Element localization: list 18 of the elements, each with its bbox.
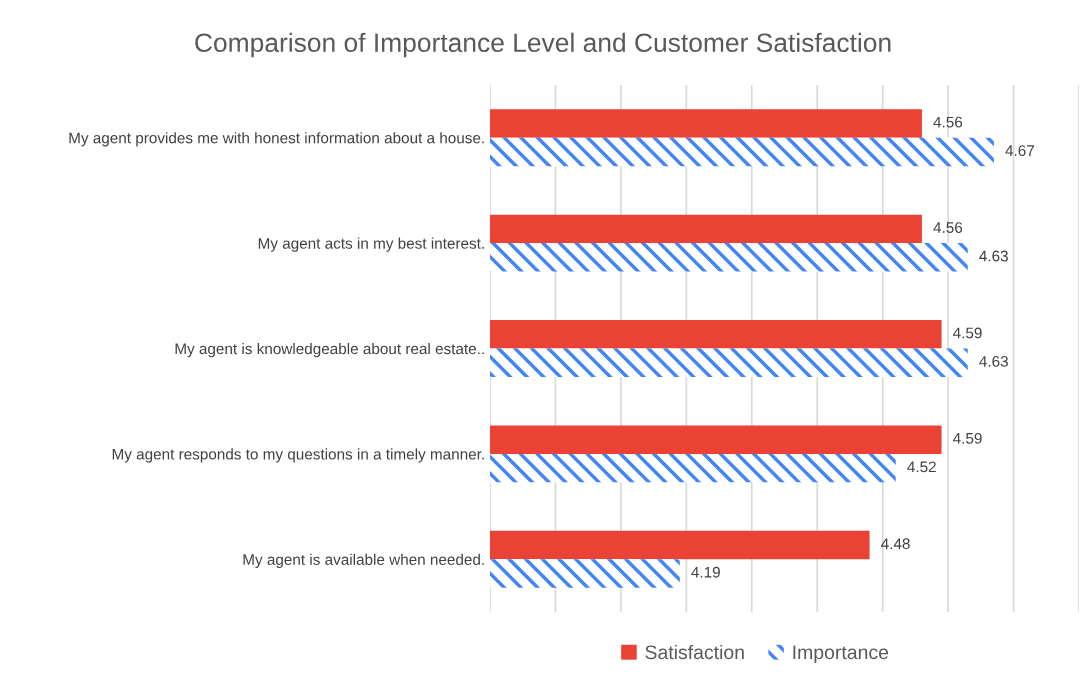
legend-label: Satisfaction [645,644,744,660]
y-tick-label: My agent provides me with honest information about a house. [69,132,484,147]
y-tick-label: My agent responds to my questions in a timely manner. [112,448,484,463]
y-tick-label: My agent acts in my best interest. [258,237,484,252]
data-label: 4.52 [907,461,936,473]
data-label: 4.19 [691,566,720,578]
y-tick-label: My agent is available when needed. [243,553,484,569]
data-label: 4.63 [979,250,1008,262]
chart-title: Comparison of Importance Level and Customer Satisfaction [195,32,891,58]
y-tick-label: My agent is knowledgeable about real estate.. [175,342,484,358]
data-label: 4.59 [953,432,982,444]
data-label: 4.56 [933,222,963,233]
data-label: 4.56 [933,116,963,128]
data-label: 4.63 [979,356,1008,367]
legend-label: Importance [793,645,889,664]
data-label: 4.67 [1005,145,1034,157]
data-label: 4.59 [953,327,982,339]
data-label: 4.48 [881,538,910,550]
